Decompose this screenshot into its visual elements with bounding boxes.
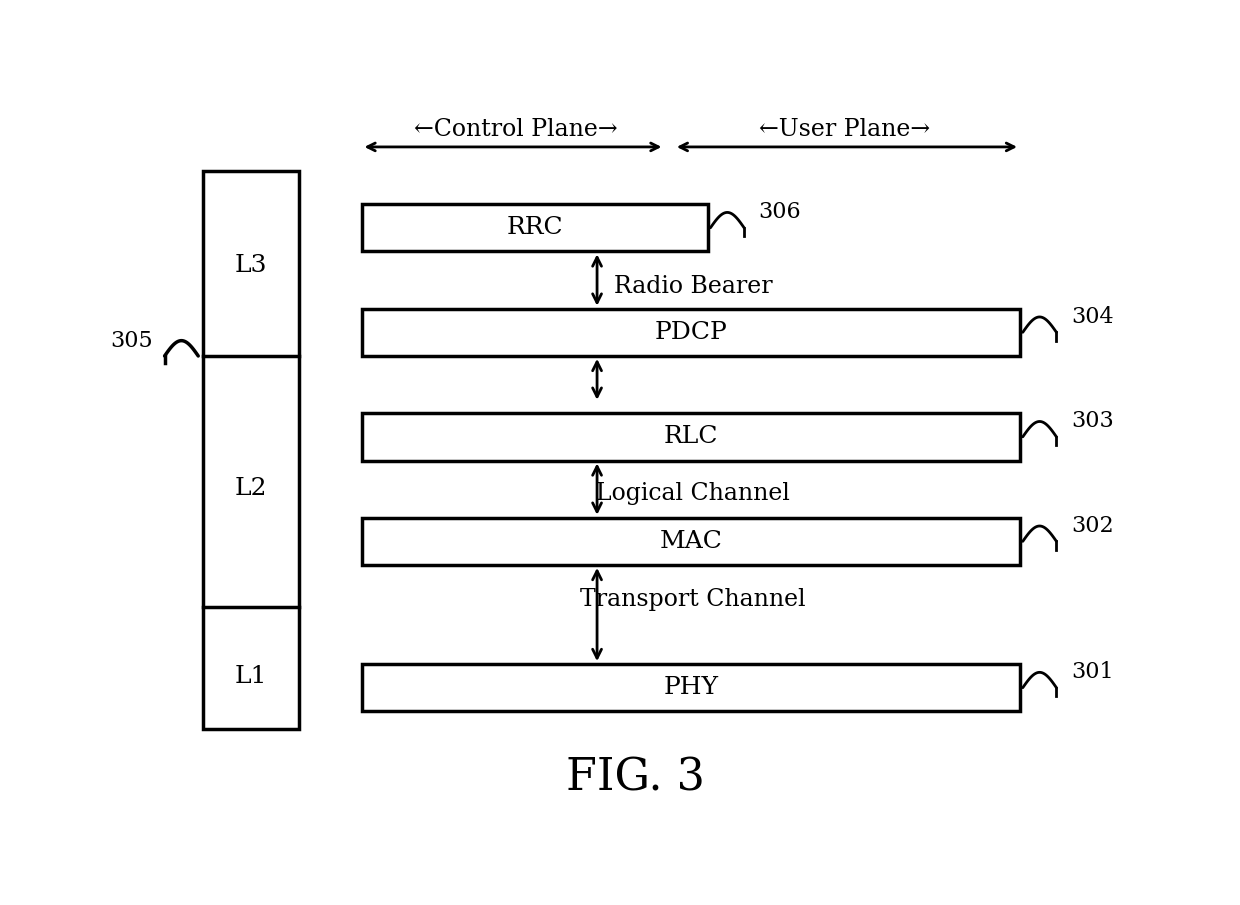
Text: L1: L1 — [234, 665, 268, 688]
Text: FIG. 3: FIG. 3 — [567, 756, 704, 799]
Bar — [362, 518, 1021, 565]
Text: Logical Channel: Logical Channel — [596, 482, 790, 506]
Text: 304: 304 — [1071, 306, 1114, 328]
Text: 305: 305 — [110, 329, 153, 352]
Bar — [203, 171, 299, 729]
Text: ←User Plane→: ←User Plane→ — [759, 119, 930, 141]
Bar — [362, 204, 708, 252]
Text: 306: 306 — [759, 202, 801, 224]
Bar — [362, 413, 1021, 461]
Text: L3: L3 — [234, 254, 268, 277]
Bar — [362, 664, 1021, 711]
Bar — [362, 309, 1021, 356]
Text: 301: 301 — [1071, 662, 1114, 683]
Text: 303: 303 — [1071, 411, 1114, 433]
Text: ←Control Plane→: ←Control Plane→ — [414, 119, 618, 141]
Text: PHY: PHY — [663, 676, 718, 700]
Text: PDCP: PDCP — [655, 320, 727, 344]
Text: L2: L2 — [234, 477, 268, 500]
Text: Radio Bearer: Radio Bearer — [614, 275, 773, 298]
Text: Transport Channel: Transport Channel — [580, 588, 806, 612]
Text: RRC: RRC — [506, 216, 563, 239]
Text: RLC: RLC — [663, 425, 718, 448]
Text: 302: 302 — [1071, 515, 1114, 537]
Text: MAC: MAC — [660, 529, 722, 553]
